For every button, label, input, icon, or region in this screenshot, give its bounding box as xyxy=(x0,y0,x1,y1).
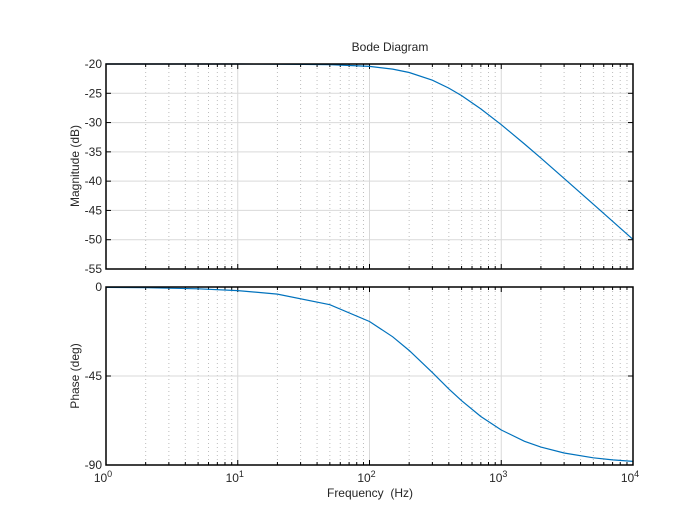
y-tick-label: -55 xyxy=(85,262,103,276)
x-tick-base: 10 xyxy=(621,471,635,485)
y-tick-label: -20 xyxy=(85,57,103,71)
x-tick-exponent: 0 xyxy=(107,469,112,479)
x-tick-label: 100 xyxy=(94,469,112,485)
axes-box xyxy=(105,286,634,466)
x-axis-label: Frequency (Hz) xyxy=(327,486,413,500)
x-tick-base: 10 xyxy=(94,471,108,485)
y-tick-label: -45 xyxy=(85,369,103,383)
y-tick-label: -40 xyxy=(85,174,103,188)
x-tick-exponent: 2 xyxy=(371,469,376,479)
y-tick-label: -30 xyxy=(85,116,103,130)
y-tick-label: -25 xyxy=(85,86,103,100)
magnitude-y-label: Magnitude (dB) xyxy=(68,125,82,207)
x-tick-base: 10 xyxy=(489,471,503,485)
chart-title: Bode Diagram xyxy=(352,40,429,54)
x-tick-label: 104 xyxy=(621,469,639,485)
x-tick-label: 103 xyxy=(489,469,507,485)
y-tick-label: -50 xyxy=(85,233,103,247)
y-tick-label: -90 xyxy=(85,458,103,472)
phase-line xyxy=(105,286,634,462)
magnitude-axes: -20 -25 -30 -35 -40 -45 -50 -55 xyxy=(85,57,634,276)
y-tick-label: -45 xyxy=(85,203,103,217)
phase-y-label: Phase (deg) xyxy=(68,343,82,408)
axes-box xyxy=(105,63,634,270)
x-tick-base: 10 xyxy=(357,471,371,485)
x-tick-exponent: 4 xyxy=(634,469,639,479)
y-tick-label: 0 xyxy=(95,280,102,294)
x-tick-exponent: 3 xyxy=(502,469,507,479)
y-tick-label: -35 xyxy=(85,145,103,159)
x-tick-label: 102 xyxy=(357,469,375,485)
x-tick-base: 10 xyxy=(226,471,240,485)
x-tick-exponent: 1 xyxy=(239,469,244,479)
x-tick-label: 101 xyxy=(226,469,244,485)
